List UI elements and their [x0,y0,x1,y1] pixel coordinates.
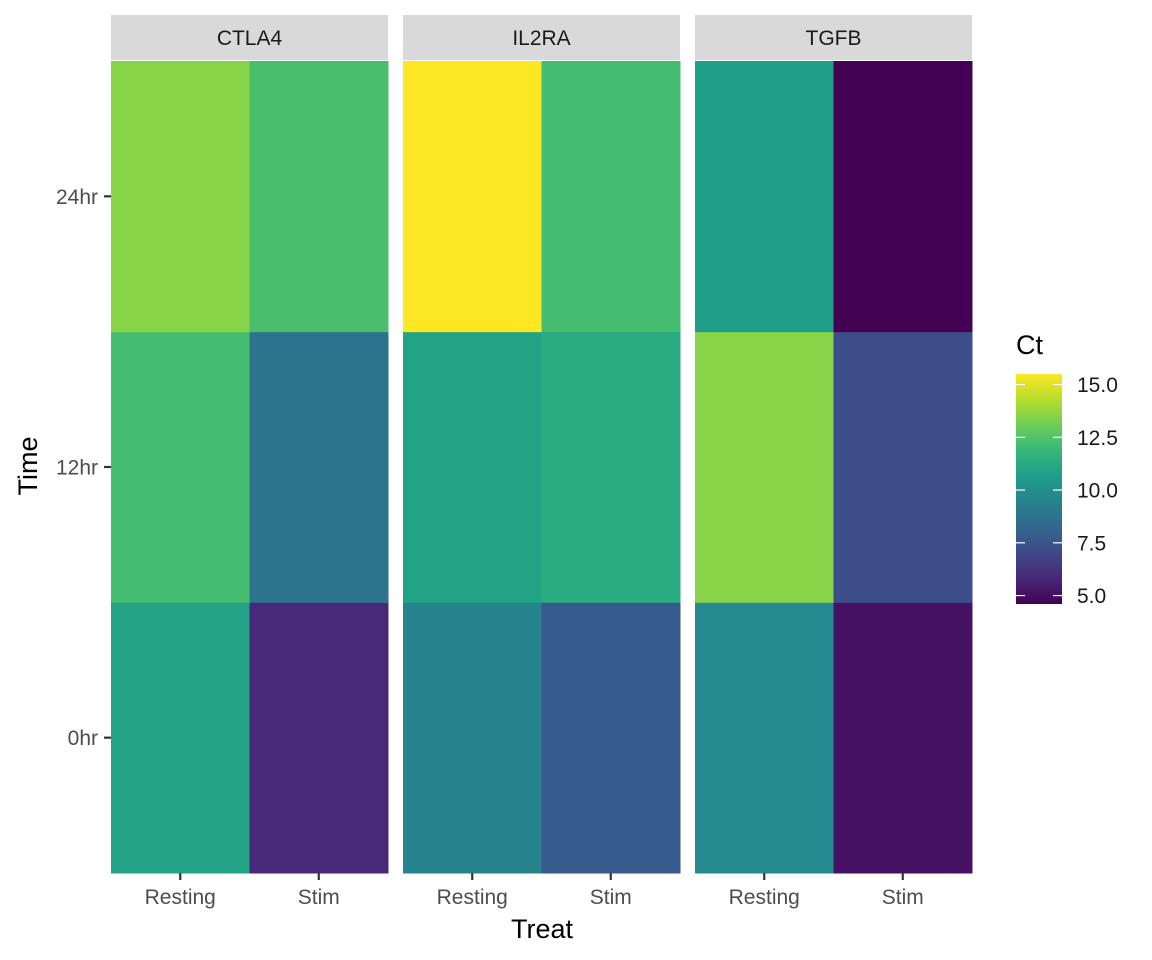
x-tick-label: Resting [729,886,800,909]
heatmap-cell [111,602,250,874]
x-tick-label: Stim [298,886,340,909]
legend-label: 7.5 [1077,532,1106,555]
heatmap-cell [833,61,973,333]
facet-strip-label: TGFB [806,27,862,50]
y-tick-label: 24hr [56,186,98,209]
legend-colorbar [1016,374,1062,604]
legend-label: 10.0 [1077,480,1118,503]
facet-panel-il2ra: IL2RA [403,15,681,874]
heatmap-cell [541,331,681,603]
heatmap-cell [695,331,834,603]
heatmap-cell [249,602,389,874]
legend-title: Ct [1016,330,1043,360]
y-tick-label: 0hr [68,727,98,750]
heatmap-cell [249,61,389,333]
heatmap-cell [249,331,389,603]
heatmap-cell [111,61,250,333]
x-axis-title: Treat [511,914,574,944]
legend-label: 15.0 [1077,374,1118,397]
facet-strip [695,15,972,60]
heatmap-cell [403,331,542,603]
x-tick-label: Stim [882,886,924,909]
facet-strip [111,15,388,60]
y-axis-title: Time [13,437,43,496]
legend-label: 12.5 [1077,427,1118,450]
heatmap-cell [403,602,542,874]
heatmap-cell [695,61,834,333]
x-tick-label: Resting [437,886,508,909]
heatmap-cell [833,331,973,603]
heatmap-cell [833,602,973,874]
heatmap-cell [541,61,681,333]
facet-panel-tgfb: TGFB [695,15,973,874]
y-tick-label: 12hr [56,457,98,480]
color-legend: Ct 5.0 7.5 10.0 12.5 15.0 [1016,330,1118,608]
x-tick-label: Stim [590,886,632,909]
heatmap-cell [695,602,834,874]
legend-label: 5.0 [1077,585,1106,608]
heatmap-cell [541,602,681,874]
facet-strip-label: IL2RA [512,27,570,50]
heatmap-cell [403,61,542,333]
facet-strip [403,15,680,60]
facet-panel-ctla4: CTLA4 [111,15,389,874]
x-tick-label: Resting [145,886,216,909]
facet-strip-label: CTLA4 [217,27,283,50]
heatmap-cell [111,331,250,603]
